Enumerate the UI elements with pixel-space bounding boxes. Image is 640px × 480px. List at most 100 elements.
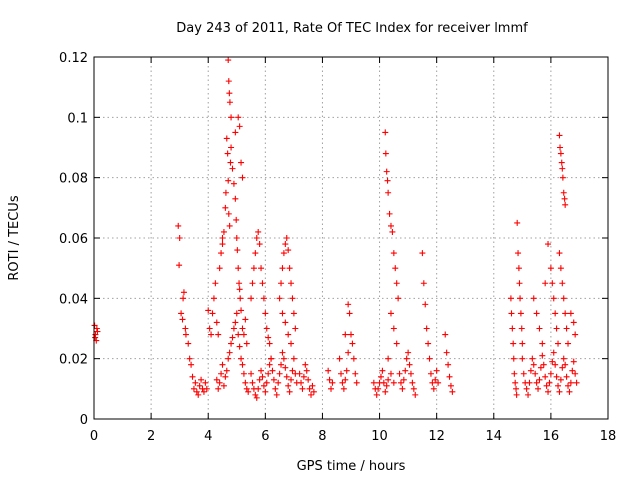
data-point-marker (233, 216, 240, 223)
data-point-marker (555, 340, 562, 347)
data-point-marker (205, 307, 212, 314)
data-point-marker (224, 150, 231, 157)
data-point-marker (430, 385, 437, 392)
data-point-marker (517, 310, 524, 317)
data-point-marker (346, 310, 353, 317)
data-point-marker (248, 295, 255, 302)
data-point-marker (328, 385, 335, 392)
data-point-marker (285, 331, 292, 338)
data-point-marker (508, 310, 515, 317)
data-point-marker (213, 319, 220, 326)
data-point-marker (306, 385, 313, 392)
data-point-marker (407, 370, 414, 377)
data-point-marker (279, 265, 286, 272)
data-point-marker (218, 250, 225, 257)
x-tick-label: 16 (543, 429, 560, 444)
data-point-marker (375, 385, 382, 392)
data-point-marker (345, 349, 352, 356)
data-point-marker (290, 310, 297, 317)
data-point-marker (556, 250, 563, 257)
data-point-marker (539, 352, 546, 359)
data-point-marker (219, 361, 226, 368)
x-tick-label: 0 (90, 429, 98, 444)
data-point-marker (203, 385, 210, 392)
data-point-marker (91, 322, 98, 329)
data-point-marker (234, 247, 241, 254)
data-point-marker (445, 361, 452, 368)
data-point-marker (243, 385, 250, 392)
data-point-marker (245, 388, 252, 395)
data-point-marker (240, 370, 247, 377)
y-tick-labels: 0 0.02 0.04 0.06 0.08 0.1 0.12 (59, 51, 88, 428)
data-point-marker (557, 150, 564, 157)
data-point-marker (222, 373, 229, 380)
data-point-marker (342, 331, 349, 338)
data-point-marker (298, 379, 305, 386)
data-point-marker (560, 189, 567, 196)
data-point-marker (226, 90, 233, 97)
data-point-marker (533, 310, 540, 317)
data-point-marker (420, 280, 427, 287)
data-point-marker (387, 222, 394, 229)
data-point-marker (309, 382, 316, 389)
data-point-marker (290, 355, 297, 362)
data-point-marker (406, 361, 413, 368)
data-point-marker (180, 295, 187, 302)
data-point-marker (515, 250, 522, 257)
data-point-marker (225, 78, 232, 85)
data-point-marker (265, 370, 272, 377)
data-point-marker (175, 222, 182, 229)
data-point-marker (303, 367, 310, 374)
data-point-marker (559, 280, 566, 287)
data-point-marker (558, 159, 565, 166)
data-point-marker (220, 382, 227, 389)
x-tick-label: 12 (428, 429, 445, 444)
data-point-marker (273, 391, 280, 398)
data-point-marker (258, 367, 265, 374)
data-point-marker (426, 355, 433, 362)
data-point-marker (226, 99, 233, 106)
data-point-marker (256, 376, 263, 383)
data-point-marker (179, 316, 186, 323)
data-point-marker (326, 376, 333, 383)
data-point-marker (419, 250, 426, 257)
data-point-marker (296, 370, 303, 377)
x-axis-label: GPS time / hours (297, 459, 406, 474)
data-point-marker (399, 385, 406, 392)
data-point-marker (433, 367, 440, 374)
y-tick-label: 0.12 (59, 51, 88, 66)
data-point-marker (569, 367, 576, 374)
data-point-marker (519, 340, 526, 347)
data-point-marker (509, 325, 516, 332)
data-point-marker (240, 331, 247, 338)
data-point-marker (393, 340, 400, 347)
data-point-marker (92, 334, 99, 341)
data-point-marker (285, 247, 292, 254)
data-point-marker (382, 129, 389, 136)
data-point-marker (517, 295, 524, 302)
data-point-marker (412, 391, 419, 398)
data-point-marker (280, 250, 287, 257)
data-point-marker (242, 316, 249, 323)
y-tick-label: 0.1 (67, 111, 88, 126)
data-point-marker (556, 132, 563, 139)
data-point-marker (238, 307, 245, 314)
data-point-marker (268, 355, 275, 362)
data-point-marker (282, 364, 289, 371)
data-point-marker (510, 355, 517, 362)
data-point-marker (208, 331, 215, 338)
data-point-marker (339, 379, 346, 386)
data-point-marker (567, 310, 574, 317)
data-point-marker (545, 388, 552, 395)
data-point-marker (283, 235, 290, 241)
data-point-marker (557, 265, 564, 272)
y-tick-label: 0.06 (59, 232, 88, 247)
data-point-marker (390, 379, 397, 386)
data-point-marker (252, 250, 259, 257)
data-point-marker (253, 235, 260, 241)
data-point-marker (262, 310, 269, 317)
data-point-marker (382, 388, 389, 395)
data-point-marker (236, 286, 243, 293)
data-point-marker (200, 388, 207, 395)
data-point-marker (422, 301, 429, 308)
